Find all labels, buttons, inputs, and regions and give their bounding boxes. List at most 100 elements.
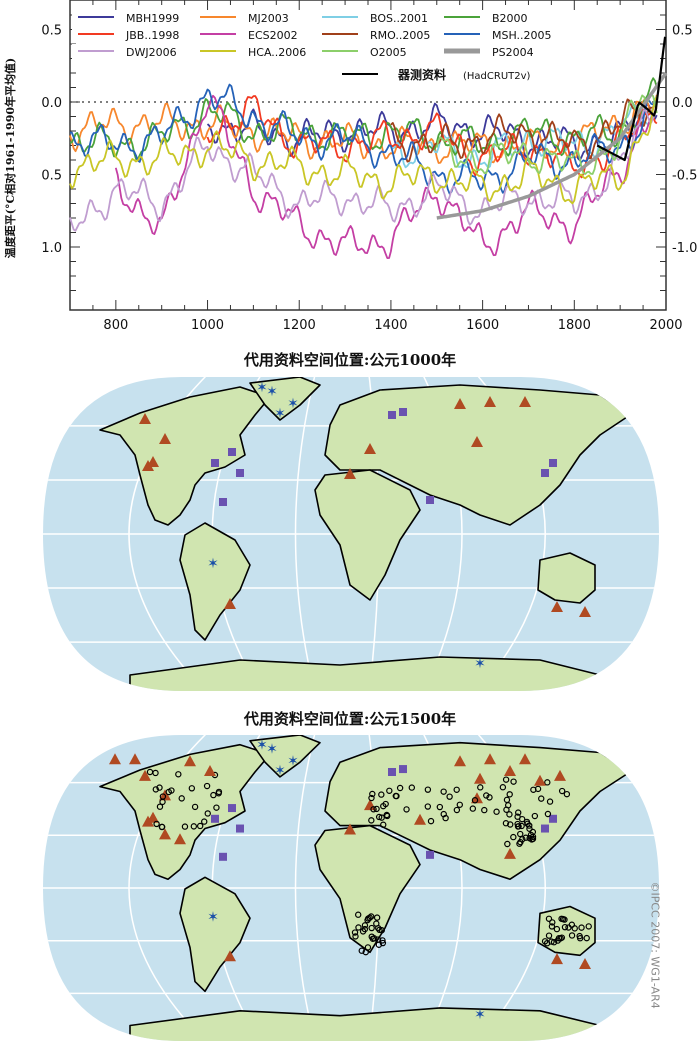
star-marker: ✶ — [256, 380, 268, 396]
circle-marker — [546, 798, 554, 805]
square-marker — [399, 408, 407, 416]
circle-marker — [502, 776, 510, 783]
circle-marker — [383, 811, 390, 819]
series-line — [69, 96, 658, 205]
circle-marker — [153, 820, 160, 828]
legend-instrumental-label: 器测资料 — [397, 67, 446, 82]
circle-marker — [440, 788, 447, 795]
circle-marker — [548, 923, 556, 930]
circle-marker — [483, 792, 490, 799]
x-tick-label: 2000 — [649, 318, 682, 333]
series-line — [596, 36, 667, 162]
circle-marker — [436, 803, 444, 811]
circle-marker — [541, 938, 549, 945]
circle-marker — [583, 934, 590, 942]
circle-marker — [168, 787, 175, 794]
star-marker: ✶ — [274, 406, 286, 422]
circle-marker — [553, 925, 561, 933]
circle-marker — [191, 803, 199, 811]
series-line — [206, 95, 658, 179]
star-marker: ✶ — [266, 384, 278, 400]
circle-marker — [368, 794, 375, 802]
triangle-marker — [519, 396, 531, 407]
x-tick-label: 1000 — [191, 318, 224, 333]
triangle-marker — [579, 606, 591, 617]
circle-marker — [366, 914, 373, 921]
square-marker — [219, 852, 227, 861]
legend-item-label: RMO..2005 — [370, 29, 430, 42]
square-marker — [211, 814, 219, 823]
square-marker — [236, 824, 244, 833]
circle-marker — [558, 787, 566, 795]
series-line — [69, 77, 658, 161]
circle-marker — [531, 812, 539, 820]
legend-item-label: B2000 — [492, 12, 528, 25]
copyright-notice: ©IPCC 2007: WG1-AR4 — [640, 880, 670, 1040]
circle-marker — [446, 793, 453, 800]
circle-marker — [358, 947, 365, 954]
circle-marker — [379, 939, 387, 947]
circle-marker — [526, 825, 533, 832]
triangle-marker — [139, 769, 151, 781]
circle-marker — [382, 800, 389, 808]
legend-item-label: ECS2002 — [248, 29, 298, 42]
map-1000-title: 代用资料空间位置:公元1000年 — [243, 351, 457, 369]
triangle-marker — [109, 753, 121, 765]
circle-marker — [362, 948, 369, 956]
circle-marker — [379, 937, 386, 944]
circle-marker — [504, 840, 511, 848]
circle-marker — [393, 792, 400, 800]
y-right-tick-label: -0.5 — [672, 169, 697, 184]
circle-marker — [368, 924, 375, 932]
landmass — [314, 824, 421, 954]
y-right-tick-label: 0.0 — [672, 96, 693, 111]
landmass — [537, 905, 596, 957]
circle-marker — [373, 805, 380, 813]
circle-marker — [201, 818, 208, 825]
landmass — [324, 384, 631, 526]
triangle-marker — [474, 772, 486, 784]
triangle-marker — [129, 753, 141, 765]
circle-marker — [355, 924, 362, 931]
circle-marker — [354, 911, 362, 918]
landmass — [249, 377, 321, 421]
triangle-marker — [344, 468, 356, 479]
y-right-tick-label: 0.5 — [672, 24, 693, 39]
circle-marker — [361, 922, 369, 929]
series-line — [69, 107, 658, 232]
legend-item-label: PS2004 — [492, 46, 534, 59]
copyright-text: ©IPCC 2007: WG1-AR4 — [648, 881, 662, 1009]
triangle-marker — [504, 764, 516, 776]
triangle-marker — [484, 396, 496, 407]
star-marker: ✶ — [474, 656, 486, 672]
triangle-marker — [139, 413, 151, 424]
circle-marker — [352, 933, 359, 940]
legend-item-label: O2005 — [370, 46, 407, 59]
triangle-marker — [344, 823, 356, 835]
circle-marker — [544, 810, 552, 818]
triangle-marker — [454, 398, 466, 409]
triangle-marker — [159, 433, 171, 444]
star-marker: ✶ — [287, 753, 299, 769]
circle-marker — [378, 814, 385, 821]
axis-tick-labels: 800 1000 1200 1400 1600 1800 2000 0.5 0.0 0.5 1.0 0… — [41, 24, 697, 334]
triangle-marker — [471, 436, 483, 447]
triangle-marker — [504, 847, 516, 859]
legend-item-label: JBB..1998 — [125, 29, 179, 42]
circle-marker — [378, 791, 385, 798]
x-tick-label: 1200 — [283, 318, 316, 333]
map-1500ad: ✶ ✶ ✶ ✶ ✶ ✶ — [40, 733, 662, 1043]
x-tick-label: 1800 — [558, 318, 591, 333]
circle-marker — [403, 806, 410, 813]
square-marker — [541, 469, 549, 477]
axis-ticks — [69, 0, 667, 310]
circle-marker — [453, 806, 461, 814]
circle-marker — [408, 784, 416, 791]
map-1000ad: ✶ ✶ ✶ ✶ ✶ ✶ — [40, 375, 662, 693]
circle-marker — [510, 833, 517, 841]
circle-marker — [545, 915, 553, 922]
circle-marker — [561, 916, 568, 923]
x-tick-label: 1600 — [466, 318, 499, 333]
star-marker: ✶ — [474, 1007, 486, 1023]
circle-marker — [210, 791, 217, 799]
